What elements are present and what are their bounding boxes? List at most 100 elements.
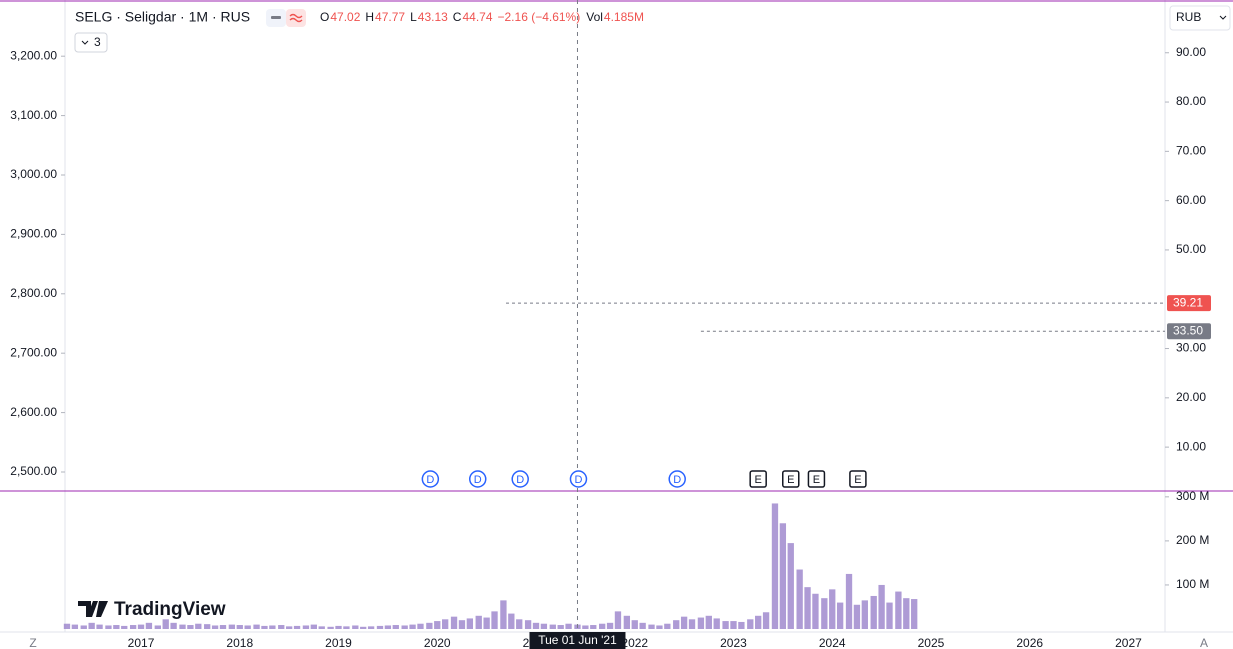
compare-button[interactable] xyxy=(286,9,306,27)
event-marker xyxy=(807,470,826,488)
volume-bar xyxy=(688,619,696,629)
y-tick-label: 90.00 xyxy=(1176,45,1206,59)
volume-bar xyxy=(129,625,137,629)
volume-bar xyxy=(113,625,120,629)
volume-bar xyxy=(466,618,474,629)
scale-button[interactable]: Z xyxy=(29,636,36,649)
event-label: D xyxy=(426,474,434,486)
x-tick-label: 2020 xyxy=(424,636,451,649)
volume-bar xyxy=(367,626,375,629)
volume-bar xyxy=(318,626,325,629)
volume-bar xyxy=(878,584,885,629)
volume-bar xyxy=(278,625,285,629)
volume-bar xyxy=(853,604,861,629)
volume-bar xyxy=(105,625,112,629)
currency-button[interactable] xyxy=(1169,5,1231,31)
price-label-box xyxy=(1167,323,1211,340)
x-tick-label: 2019 xyxy=(325,636,352,649)
volume-bar xyxy=(327,626,334,629)
volume-bar xyxy=(532,622,540,629)
legend-text: Vol xyxy=(586,10,603,24)
volume-bar xyxy=(911,599,918,629)
legend-text: C xyxy=(453,10,462,24)
volume-bar xyxy=(170,622,177,629)
crosshair-label: Tue 01 Jun '21 xyxy=(538,633,617,647)
volume-bar xyxy=(228,624,236,629)
volume-bar xyxy=(244,625,251,629)
volume-bar xyxy=(771,503,779,629)
y-tick-label: 20.00 xyxy=(1176,390,1206,404)
volume-bar xyxy=(401,625,408,629)
volume-bar xyxy=(121,625,128,629)
volume-bar xyxy=(599,623,606,629)
volume-bar xyxy=(540,623,548,629)
volume-bar xyxy=(211,625,219,629)
legend-text: 4.185M xyxy=(604,10,644,24)
volume-bar xyxy=(335,625,342,629)
price-label-box xyxy=(1167,295,1211,312)
volume-bar xyxy=(738,621,745,629)
volume-bar xyxy=(384,625,392,629)
event-label: E xyxy=(813,474,820,486)
volume-bar xyxy=(80,625,87,629)
event-label: E xyxy=(755,474,762,486)
volume-bar xyxy=(730,621,737,629)
event-marker xyxy=(421,470,440,488)
volume-bar xyxy=(195,623,202,629)
volume-bar xyxy=(426,622,433,629)
event-marker xyxy=(668,470,686,488)
legend-text: O xyxy=(320,10,329,24)
legend-text: 43.13 xyxy=(418,10,448,24)
hide-icon xyxy=(271,16,281,19)
x-tick-label: 2017 xyxy=(128,636,155,649)
volume-bar xyxy=(722,621,729,629)
y-tick-label: 10.00 xyxy=(1176,439,1206,453)
event-label: D xyxy=(673,474,681,486)
volume-bar xyxy=(779,523,787,629)
x-tick-label: 2026 xyxy=(1016,636,1043,649)
volume-bar xyxy=(450,616,458,629)
volume-bar xyxy=(870,595,877,629)
indicators-chevron xyxy=(81,40,89,45)
volume-bar xyxy=(755,615,762,629)
volume-bar xyxy=(903,598,910,629)
volume-bar xyxy=(491,611,498,629)
volume-bar xyxy=(219,625,227,629)
event-marker xyxy=(511,470,529,488)
volume-bar xyxy=(302,625,310,629)
x-tick-label: 2023 xyxy=(720,636,747,649)
volume-bar xyxy=(836,602,844,629)
volume-bar xyxy=(762,612,770,629)
y2-tick-label: 2,800.00 xyxy=(10,286,57,300)
indicators-toggle[interactable] xyxy=(74,32,108,53)
volume-bar xyxy=(63,623,71,629)
volume-bar xyxy=(787,543,794,629)
brand-name: TradingView xyxy=(114,599,226,620)
volume-bar xyxy=(886,602,893,629)
volume-bar xyxy=(352,625,359,629)
volume-bar xyxy=(409,624,416,629)
volume-bar xyxy=(845,573,853,629)
volume-bar xyxy=(565,623,572,629)
volume-bar xyxy=(747,619,754,629)
scale-button[interactable]: A xyxy=(1200,636,1208,649)
volume-bar xyxy=(187,625,194,629)
y-tick-label: 70.00 xyxy=(1176,144,1206,158)
volume-bar xyxy=(500,600,507,629)
volume-bar xyxy=(549,624,556,629)
compare-icon xyxy=(289,13,303,23)
volume-bar xyxy=(360,626,367,629)
volume-bar xyxy=(417,623,424,629)
volume-bar xyxy=(895,591,902,629)
volume-bar xyxy=(162,619,169,629)
volume-bar xyxy=(582,625,589,629)
volume-bar xyxy=(631,620,638,629)
volume-bar xyxy=(697,617,705,629)
y-tick-label: 50.00 xyxy=(1176,242,1206,256)
legend-text: 47.77 xyxy=(375,10,405,24)
volume-bar xyxy=(812,593,819,629)
volume-bar xyxy=(434,621,441,629)
volume-bar xyxy=(392,625,399,629)
